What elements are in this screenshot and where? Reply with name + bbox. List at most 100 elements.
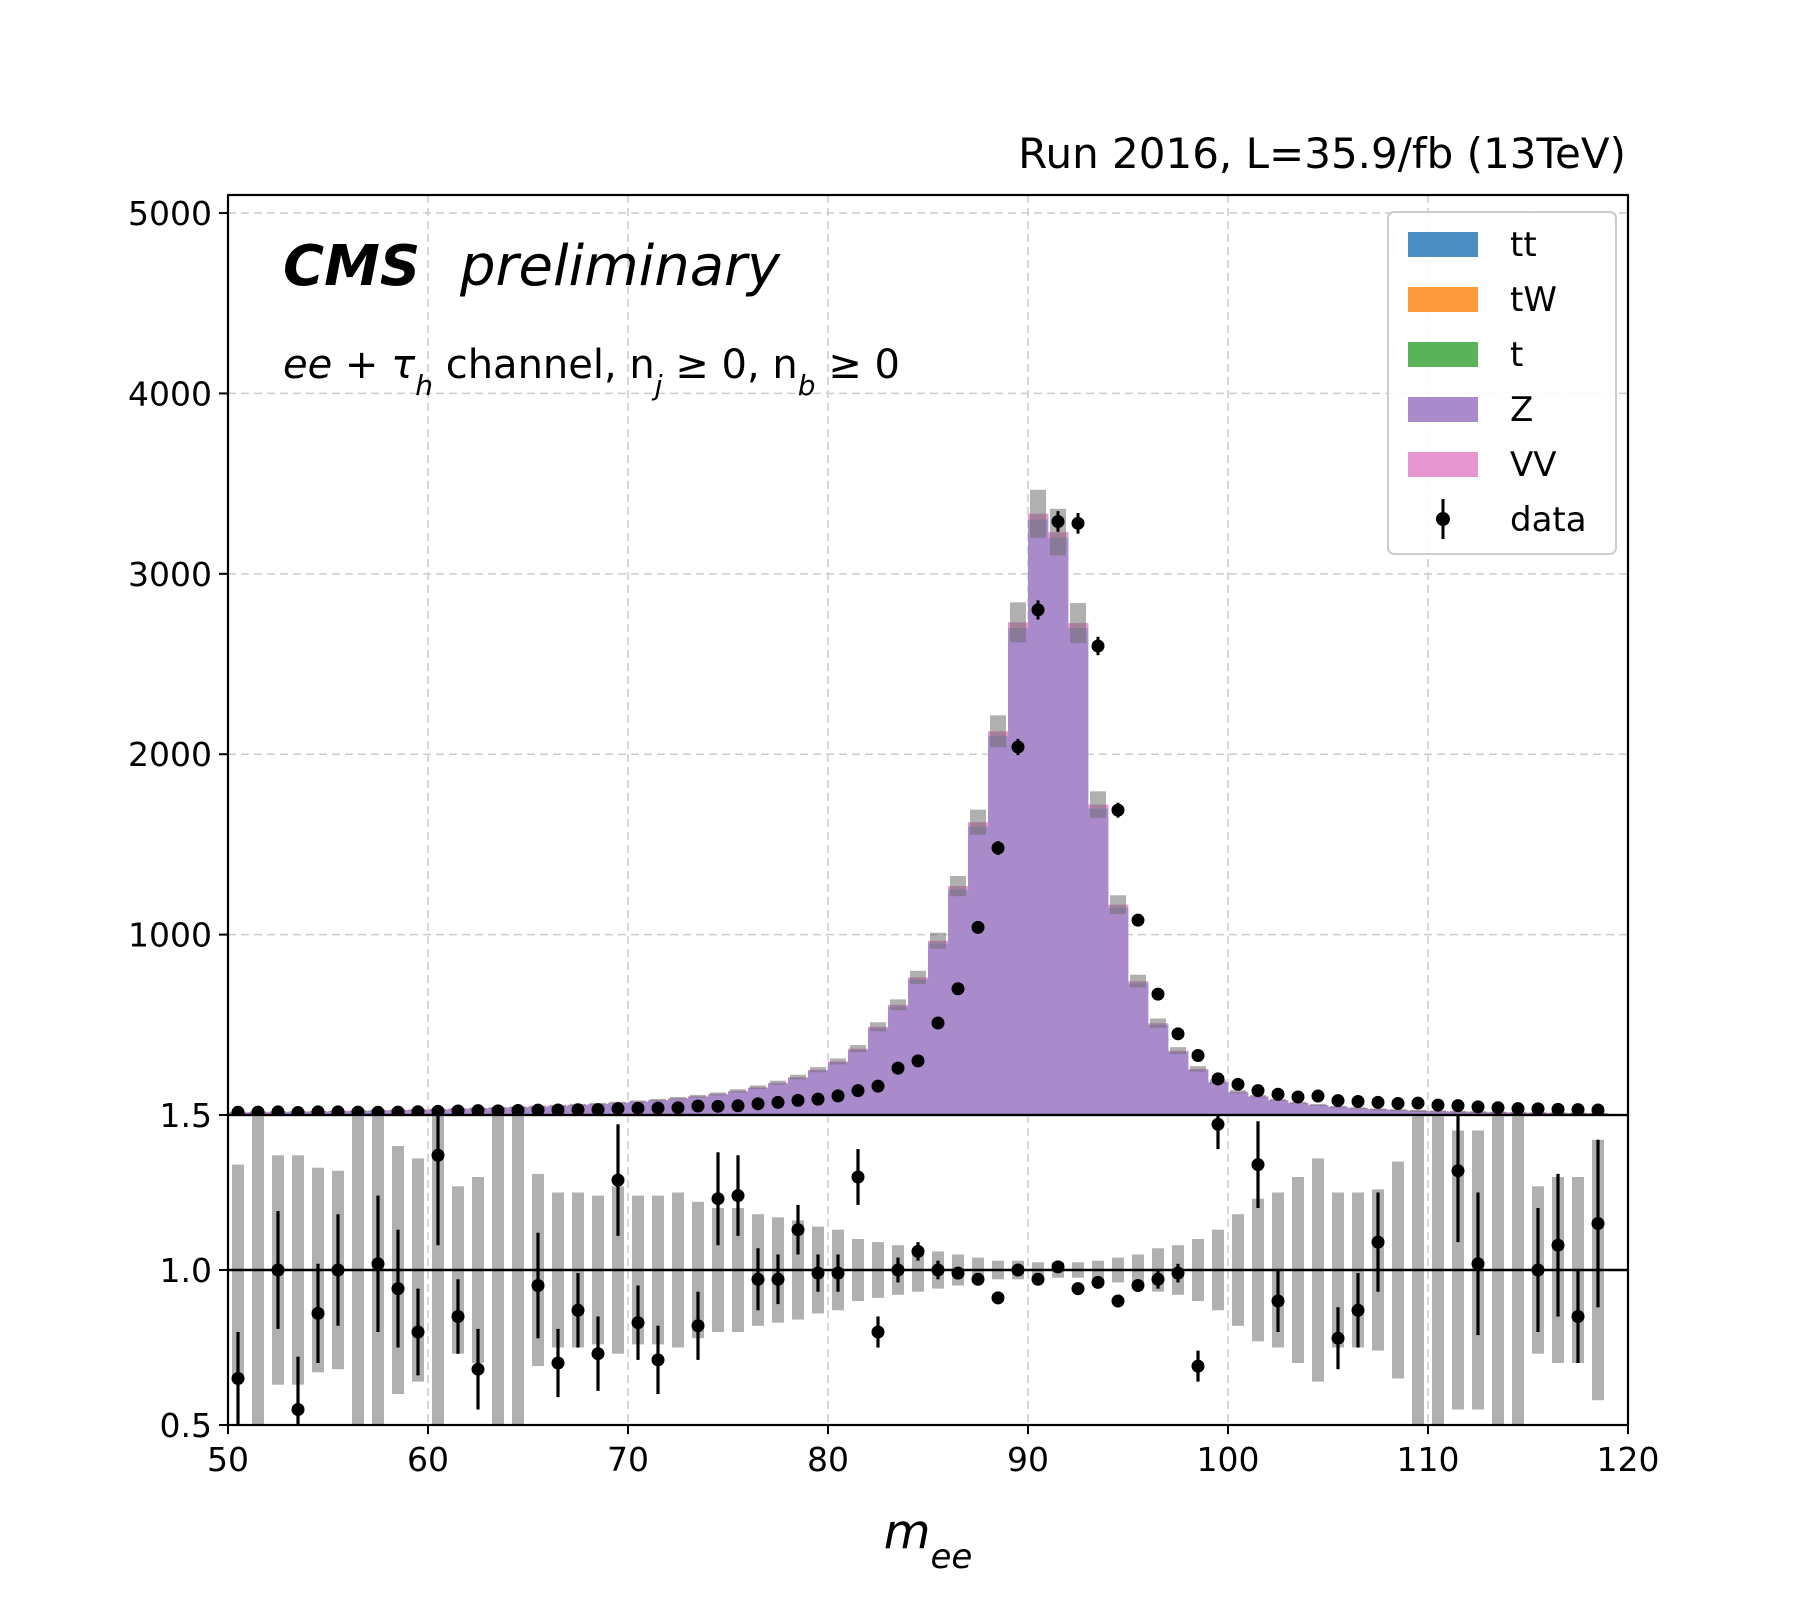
y-tick-label: 1000 xyxy=(128,916,212,955)
main-y-axis: 1000 2000 3000 4000 5000 xyxy=(128,194,228,955)
data-point xyxy=(1171,1027,1185,1041)
ratio-point xyxy=(471,1362,485,1376)
ratio-points xyxy=(231,1115,1605,1425)
data-point xyxy=(411,1105,425,1115)
ratio-point xyxy=(551,1356,565,1370)
mc-uncertainty-band xyxy=(790,1074,806,1080)
ratio-point xyxy=(431,1148,445,1162)
bar-z xyxy=(1268,1100,1289,1115)
data-point xyxy=(491,1104,505,1115)
channel-suffix: ≥ 0 xyxy=(816,342,900,388)
ratio-point xyxy=(1271,1294,1285,1308)
ratio-point xyxy=(1091,1275,1105,1289)
data-point xyxy=(1051,515,1065,529)
legend-swatch-vv xyxy=(1408,452,1478,477)
mc-uncertainty-band xyxy=(710,1092,726,1096)
ratio-point xyxy=(871,1325,885,1339)
bar-z xyxy=(1128,983,1149,1115)
mc-uncertainty-band xyxy=(870,1022,886,1032)
mc-uncertainty-band xyxy=(1010,602,1026,643)
cms-bold: CMS xyxy=(283,234,420,299)
data-point xyxy=(1451,1099,1465,1113)
ratio-point xyxy=(831,1266,845,1280)
data-point xyxy=(631,1101,645,1115)
x-axis-label-sub: ee xyxy=(930,1537,972,1577)
data-point xyxy=(791,1093,805,1107)
ratio-point xyxy=(891,1263,905,1277)
x-tick-label: 80 xyxy=(807,1440,849,1479)
ratio-point xyxy=(1071,1282,1085,1296)
bar-z xyxy=(1048,537,1069,1115)
ratio-point xyxy=(951,1266,965,1280)
ratio-point xyxy=(971,1272,985,1286)
bar-z xyxy=(1328,1106,1349,1115)
bar-z xyxy=(1228,1092,1249,1115)
bar-z xyxy=(908,979,929,1115)
ratio-point xyxy=(271,1263,285,1277)
mc-uncertainty-band xyxy=(1390,1109,1406,1112)
data-point xyxy=(311,1105,325,1115)
mc-uncertainty-band xyxy=(630,1100,646,1103)
data-point xyxy=(1231,1077,1245,1091)
ratio-point xyxy=(1371,1235,1385,1249)
legend-label-tw: tW xyxy=(1510,280,1557,320)
channel-label: ee + τh channel, nj ≥ 0, nb ≥ 0 xyxy=(283,342,900,402)
ratio-point xyxy=(1131,1279,1145,1292)
mc-uncertainty-band xyxy=(690,1094,706,1098)
data-point xyxy=(1531,1102,1545,1115)
ratio-point xyxy=(1171,1266,1185,1280)
bar-z xyxy=(888,1006,909,1115)
data-point xyxy=(691,1099,705,1113)
bar-z xyxy=(1208,1082,1229,1115)
y-tick-label: 3000 xyxy=(128,555,212,594)
bar-z xyxy=(1108,907,1129,1115)
bar-z xyxy=(1028,519,1049,1115)
data-point xyxy=(1011,740,1025,754)
legend-swatch-tw xyxy=(1408,287,1478,312)
legend-label-t: t xyxy=(1510,335,1523,375)
channel-tau-sub: h xyxy=(415,369,433,402)
ratio-point xyxy=(851,1170,865,1184)
data-point xyxy=(431,1104,445,1115)
cms-label: CMS preliminary xyxy=(283,234,781,299)
ratio-point xyxy=(411,1325,425,1339)
bar-z xyxy=(968,826,989,1115)
ratio-point xyxy=(291,1403,305,1416)
x-axis-label-base: m xyxy=(884,1504,931,1560)
ratio-point xyxy=(1471,1257,1485,1271)
data-point xyxy=(811,1092,825,1106)
legend-label-z: Z xyxy=(1510,390,1533,430)
mc-uncertainty-band xyxy=(1150,1018,1166,1028)
data-point xyxy=(511,1103,525,1115)
ratio-point xyxy=(1051,1260,1065,1274)
bar-z xyxy=(1408,1110,1429,1115)
ratio-point xyxy=(1331,1331,1345,1345)
ratio-point xyxy=(531,1279,545,1292)
ratio-point xyxy=(371,1257,385,1271)
ratio-point xyxy=(231,1372,245,1385)
data-point xyxy=(391,1105,405,1115)
data-point xyxy=(1191,1048,1205,1062)
mc-uncertainty-band xyxy=(970,809,986,835)
mc-uncertainty-band xyxy=(1170,1047,1186,1055)
data-point xyxy=(1411,1096,1425,1110)
bar-z xyxy=(1368,1109,1389,1115)
mc-uncertainty-band xyxy=(1190,1066,1206,1072)
data-point xyxy=(671,1101,685,1115)
legend-swatch-t xyxy=(1408,342,1478,367)
y-tick-label: 2000 xyxy=(128,735,212,774)
data-point xyxy=(471,1104,485,1115)
ratio-point xyxy=(311,1306,325,1320)
legend-items: tt tW tZ VV data xyxy=(1408,225,1587,540)
run-header: Run 2016, L=35.9/fb (13TeV) xyxy=(1018,129,1626,178)
main-panel: 1000 2000 3000 4000 5000 CMS preliminary ee … xyxy=(128,193,1630,1117)
mc-uncertainty-band xyxy=(1230,1090,1246,1094)
mc-uncertainty-band xyxy=(670,1096,686,1100)
data-point xyxy=(1211,1072,1225,1086)
data-point xyxy=(591,1103,605,1115)
x-axis: 50 60 70 80 90 100 110 120 xyxy=(207,1425,1660,1479)
mc-uncertainty-band xyxy=(650,1098,666,1102)
data-point xyxy=(651,1101,665,1115)
data-point xyxy=(1391,1096,1405,1110)
legend: tt tW tZ VV data xyxy=(1387,211,1617,555)
